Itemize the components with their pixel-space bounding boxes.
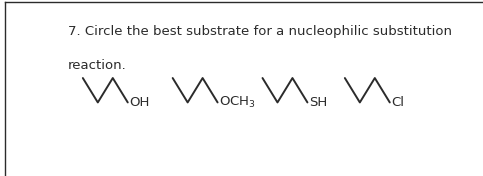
- Text: reaction.: reaction.: [68, 59, 127, 72]
- Text: OCH$_3$: OCH$_3$: [219, 95, 256, 110]
- Text: OH: OH: [129, 96, 150, 109]
- Text: SH: SH: [309, 96, 327, 109]
- Text: 7. Circle the best substrate for a nucleophilic substitution: 7. Circle the best substrate for a nucle…: [68, 25, 452, 38]
- Text: Cl: Cl: [391, 96, 404, 109]
